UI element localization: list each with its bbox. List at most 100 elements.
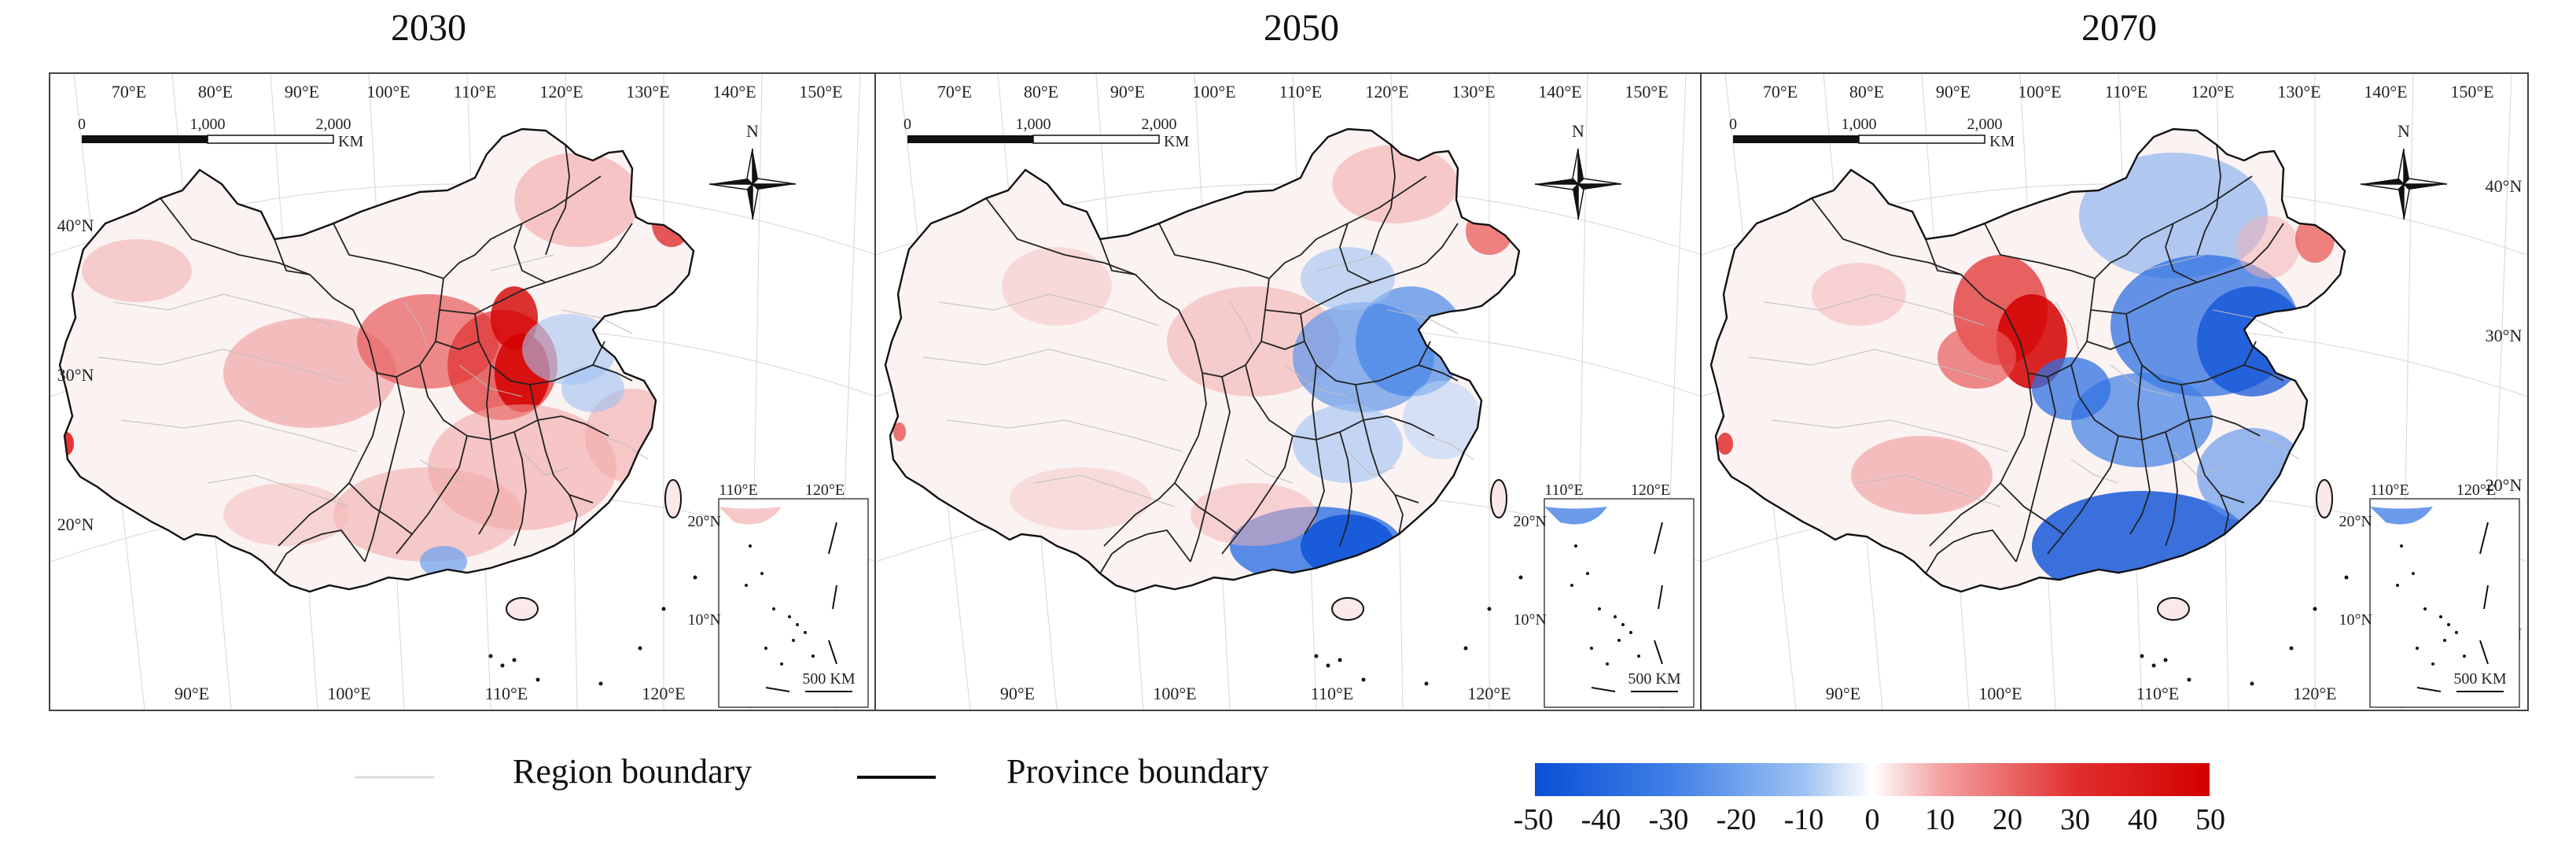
region-boundary [490, 254, 554, 271]
anomaly-patch [1002, 247, 1112, 326]
inset-dash-line [1591, 522, 1663, 692]
lon-label-top: 110°E [1279, 82, 1322, 101]
inset-lon-label: 110°E [1544, 481, 1583, 499]
taiwan-island [664, 479, 682, 518]
scale-label: 1,000 [190, 116, 226, 133]
lon-label-bottom: 110°E [485, 684, 528, 703]
island-dot [2163, 658, 2168, 662]
region-boundary [120, 419, 358, 452]
province-boundary [2129, 439, 2151, 535]
island-dot [638, 646, 642, 651]
lon-label-bottom: 100°E [327, 684, 370, 703]
anomaly-layer [60, 153, 691, 577]
inset-island-dot [1614, 615, 1617, 618]
inset-island-dot [2443, 639, 2446, 642]
lon-label-top: 130°E [2277, 82, 2320, 101]
province-boundary [1355, 384, 1364, 421]
inset-frame [2369, 498, 2520, 708]
north-arrow-part [1577, 183, 1584, 220]
north-arrow-icon [1534, 148, 1622, 220]
north-label: N [1572, 121, 1584, 141]
region-boundary [112, 293, 334, 326]
province-boundary [2047, 435, 2119, 555]
province-boundary [569, 494, 578, 535]
anomaly-patch [652, 200, 691, 247]
china-map-2050 [884, 127, 1523, 686]
lon-label-top: 150°E [2450, 82, 2493, 101]
lon-label-top: 130°E [1452, 82, 1495, 101]
province-boundary [2000, 482, 2064, 535]
lon-label-top: 70°E [1763, 82, 1798, 101]
scale-label: 2,000 [1967, 116, 2003, 133]
inset-island-dot [2412, 572, 2415, 575]
inset-island-dot [1629, 631, 1632, 634]
inset-island-dot [1574, 544, 1577, 548]
north-arrow-part [753, 184, 796, 190]
scale-label: 1,000 [1842, 116, 1877, 133]
province-boundary [1099, 238, 1136, 275]
island-dot [661, 607, 666, 611]
province-boundary [1099, 529, 1191, 574]
province-boundary [376, 278, 444, 378]
map-panel-2070: 70°E 80°E 90°E 100°E 110°E 120°E 130°E 140°E 150… [1700, 72, 2529, 711]
north-arrow-icon [708, 148, 797, 220]
scale-label: 0 [903, 116, 911, 133]
lon-label-top: 90°E [1110, 82, 1145, 101]
lon-label-top: 80°E [1024, 82, 1058, 101]
region-boundary [458, 364, 523, 397]
province-boundary [1418, 364, 1459, 382]
map-panel-2050: 70°E 80°E 90°E 100°E 110°E 120°E 130°E 140°E 150… [874, 72, 1703, 711]
scale-bar-white [1032, 135, 1160, 144]
scale-bar [907, 135, 1160, 144]
scale-bar-black [1733, 135, 1859, 143]
scale-label: 2,000 [316, 116, 351, 133]
lon-label-top: 120°E [2191, 82, 2234, 101]
province-boundary [1339, 431, 1352, 547]
region-boundary [561, 309, 633, 334]
scale-bar [82, 135, 334, 144]
inset-lon-label: 120°E [1631, 481, 1670, 499]
province-boundary [2070, 364, 2261, 441]
scale-label: 0 [1729, 116, 1737, 133]
inset-lat-label: 10°N [2339, 611, 2372, 629]
anomaly-patch [893, 422, 906, 441]
island-dot [535, 677, 540, 682]
inset-coast [1544, 507, 1607, 525]
lon-label-top: 90°E [1936, 82, 1971, 101]
lon-label-top: 80°E [198, 82, 233, 101]
island-dot [693, 575, 697, 580]
anomaly-patch [82, 239, 192, 302]
scale-unit: KM [338, 133, 363, 150]
inset-island-dot [2447, 623, 2450, 626]
island-dot [500, 663, 505, 668]
region-boundary [1284, 364, 1349, 397]
inset-island-dot [2439, 615, 2442, 618]
inset-coast [719, 507, 782, 525]
map-svg-2050: 70°E 80°E 90°E 100°E 110°E 120°E 130°E 140°E 150… [876, 74, 1702, 710]
inset-island-dot [804, 631, 807, 634]
inset-island-dot [760, 572, 764, 575]
inset-island-dot [788, 615, 791, 618]
north-arrow-part [746, 148, 753, 186]
lon-label-top: 110°E [2105, 82, 2147, 101]
region-boundary [521, 451, 570, 476]
province-boundary [2027, 278, 2096, 378]
island-dot [1463, 646, 1468, 651]
inset-lon-label: 120°E [2456, 481, 2496, 499]
inset-island-dot [772, 607, 775, 610]
region-boundary [1347, 451, 1396, 476]
region-boundary [2141, 254, 2206, 271]
region-boundary [1245, 459, 1294, 484]
province-boundary [1202, 278, 1270, 378]
inset-island-dot [2396, 584, 2399, 587]
region-boundary [1032, 474, 1176, 507]
anomaly-patch [2197, 428, 2307, 522]
anomaly-patch [2197, 286, 2307, 396]
region-boundary [1386, 309, 1459, 334]
lon-label-bottom: 110°E [1311, 684, 1353, 703]
inset-island-dot [1570, 584, 1573, 587]
colorbar-tick: -50 [1513, 803, 1554, 836]
province-boundary [364, 376, 405, 562]
inset-scale-label: 500 KM [1628, 670, 1680, 688]
north-arrow-part [2398, 148, 2405, 186]
